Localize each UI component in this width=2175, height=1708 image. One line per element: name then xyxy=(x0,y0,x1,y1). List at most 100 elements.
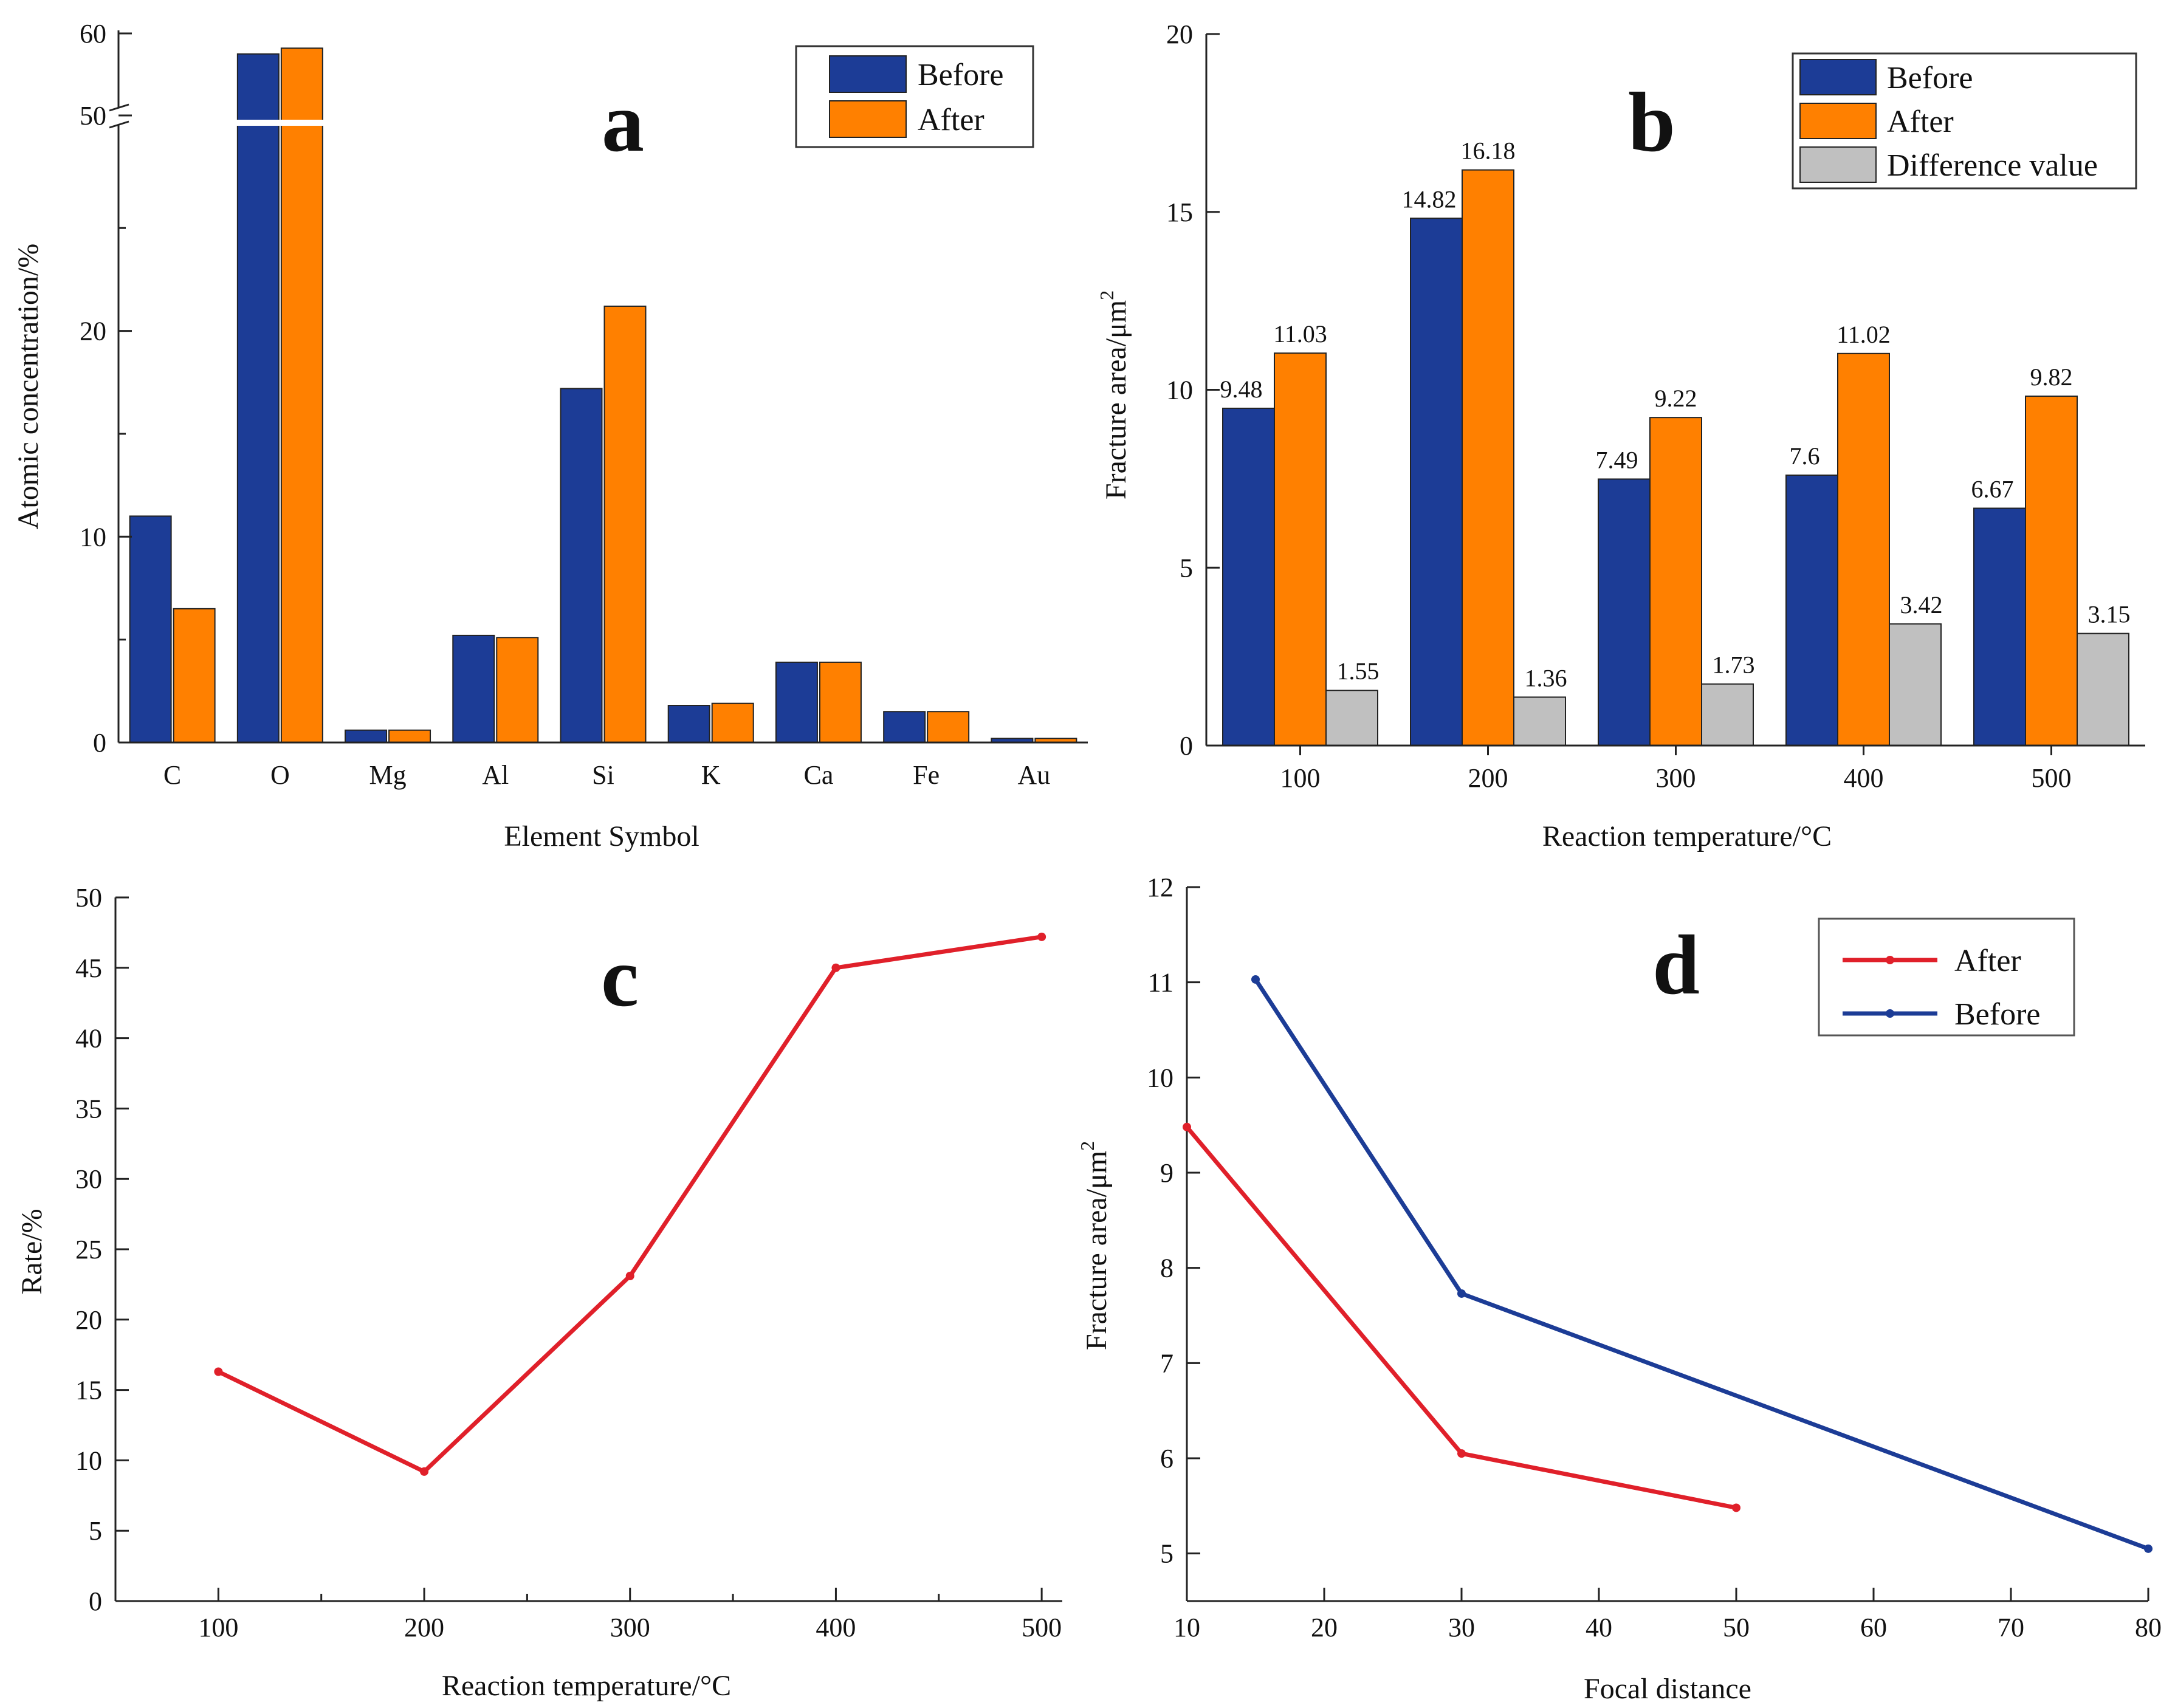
panel-a-y-tick-label: 50 xyxy=(80,101,106,131)
bar-after-si xyxy=(603,305,647,743)
panel-c-x-tick-label: 500 xyxy=(1022,1613,1062,1642)
bar-after-k xyxy=(711,702,754,743)
bar-before-300 xyxy=(1598,478,1651,746)
panel-d-y-axis-title-main: Fracture area/μm xyxy=(1081,1151,1113,1350)
panel-b-legend-label-difference: Difference value xyxy=(1887,148,2098,183)
bar-before-ca xyxy=(775,661,818,743)
panel-d-x-tick-label: 40 xyxy=(1586,1613,1612,1642)
bar-after-al xyxy=(496,637,539,743)
panel-a-legend-swatch-before xyxy=(829,55,907,93)
panel-a-x-tick-label: Al xyxy=(482,760,509,790)
panel-a-y-tick-label: 20 xyxy=(80,317,106,346)
panel-d-x-tick-label: 60 xyxy=(1860,1613,1887,1642)
point-after-10 xyxy=(1183,1122,1191,1131)
panel-c-x-tick-label: 200 xyxy=(404,1613,444,1642)
bar-difference-value-200 xyxy=(1513,696,1566,746)
panel-c-y-tick-label: 10 xyxy=(75,1446,102,1475)
point-after-30 xyxy=(1457,1449,1466,1458)
panel-b-y-tick-label: 10 xyxy=(1166,376,1193,405)
panel-a-axis-break-gap xyxy=(121,120,413,126)
panel-b-x-tick-label: 400 xyxy=(1844,763,1884,793)
value-label-difference-value-300: 1.73 xyxy=(1713,651,1755,679)
panel-b-legend-swatch-difference xyxy=(1799,146,1877,183)
panel-a-y-tick-label: 60 xyxy=(80,19,106,49)
panel-a-y-tick-label: 0 xyxy=(93,728,106,758)
panel-d-y-tick-label: 6 xyxy=(1160,1444,1173,1473)
panel-c-x-ticks: 100 200 300 400 500 xyxy=(198,1588,1062,1642)
panel-b-y-axis-title-sup: 2 xyxy=(1096,290,1118,300)
panel-b-legend-label-after: After xyxy=(1887,105,1954,139)
panel-d-x-tick-label: 20 xyxy=(1311,1613,1338,1642)
bar-after-200 xyxy=(1462,169,1514,746)
panel-d-label: d xyxy=(1652,918,1700,1012)
panel-a-x-tick-label: Ca xyxy=(803,760,833,790)
panel-b-y-tick-label: 5 xyxy=(1180,553,1193,583)
panel-b-x-tick-label: 200 xyxy=(1468,763,1508,793)
point-rate-400 xyxy=(831,963,840,972)
panel-b-legend-swatch-before xyxy=(1799,59,1877,95)
panel-b-x-ticks: 100 200 300 400 500 xyxy=(1280,746,2072,793)
panel-a-legend-label-before: Before xyxy=(918,58,1003,92)
panel-c-x-tick-label: 300 xyxy=(610,1613,650,1642)
bar-before-200 xyxy=(1410,218,1463,746)
panel-a-y-axis-title: Atomic concentration/% xyxy=(12,244,44,530)
value-label-before-300: 7.49 xyxy=(1596,446,1638,473)
line-before xyxy=(1254,978,2149,1551)
panel-d-y-tick-label: 5 xyxy=(1160,1539,1173,1569)
panel-a-axis-break-mark xyxy=(109,120,129,129)
value-label-after-200: 16.18 xyxy=(1461,137,1516,165)
bar-after-o xyxy=(280,47,323,743)
bar-difference-value-400 xyxy=(1889,623,1942,747)
panel-c-y-tick-label: 5 xyxy=(89,1516,102,1546)
panel-b-bars xyxy=(1222,169,2129,747)
bar-before-mg xyxy=(345,729,388,743)
panel-b-y-ticks: 0 5 10 15 20 xyxy=(1166,19,1220,761)
panel-a-x-tick-label: Mg xyxy=(369,760,406,790)
bar-after-500 xyxy=(2025,396,2078,746)
panel-d-legend: After Before xyxy=(1818,917,2075,1037)
bar-difference-value-500 xyxy=(2077,633,2129,746)
panel-a-x-tick-label: C xyxy=(163,760,181,790)
value-label-before-400: 7.6 xyxy=(1790,442,1820,470)
point-rate-100 xyxy=(214,1367,223,1376)
panel-b-y-axis-title-main: Fracture area/μm xyxy=(1100,300,1132,499)
point-rate-500 xyxy=(1037,932,1046,941)
bar-before-o xyxy=(236,53,280,743)
panel-b-x-tick-label: 100 xyxy=(1280,763,1321,793)
panel-c-x-tick-label: 400 xyxy=(816,1613,856,1642)
panel-a-x-tick-labels: C O Mg Al Si K Ca Fe Au xyxy=(163,760,1050,790)
bar-before-fe xyxy=(883,711,926,743)
panel-a-x-tick-label: Fe xyxy=(913,760,940,790)
panel-b-y-axis-title-text: Fracture area/μm2 xyxy=(1096,290,1132,499)
panel-c-y-tick-label: 40 xyxy=(75,1024,102,1054)
value-label-before-500: 6.67 xyxy=(1971,475,2014,502)
bar-before-400 xyxy=(1785,475,1838,747)
panel-b-label: b xyxy=(1628,75,1675,170)
panel-a-chart: 0 10 20 50 60 C O Mg Al Si K Ca Fe Au Element Symbol… xyxy=(12,19,1088,852)
panel-d-legend-marker-before xyxy=(1886,1009,1894,1018)
panel-d-y-tick-label: 9 xyxy=(1160,1158,1173,1188)
panel-c-y-tick-label: 25 xyxy=(75,1235,102,1264)
value-label-difference-value-400: 3.42 xyxy=(1900,591,1943,619)
panel-d-y-tick-label: 11 xyxy=(1148,968,1173,998)
bar-difference-value-100 xyxy=(1325,690,1378,747)
bar-before-500 xyxy=(1973,507,2026,746)
panel-a-x-tick-label: Si xyxy=(592,760,614,790)
panel-b-legend-swatch-after xyxy=(1799,103,1877,139)
panel-b-y-tick-label: 15 xyxy=(1166,197,1193,227)
value-label-difference-value-500: 3.15 xyxy=(2088,601,2131,628)
panel-d-legend-marker-after xyxy=(1886,956,1894,964)
panel-a-legend-label-after: After xyxy=(918,103,984,137)
panel-c-x-tick-label: 100 xyxy=(198,1613,238,1642)
value-label-after-500: 9.82 xyxy=(2030,363,2073,391)
panel-a-x-axis-title: Element Symbol xyxy=(504,820,699,852)
bar-before-100 xyxy=(1222,407,1275,746)
panel-d-x-ticks: 10 20 30 40 50 60 70 80 xyxy=(1173,1588,2162,1642)
panel-d-x-tick-label: 80 xyxy=(2135,1613,2162,1642)
bar-after-100 xyxy=(1274,352,1327,746)
value-label-before-200: 14.82 xyxy=(1402,185,1457,213)
panel-d-legend-label-after: After xyxy=(1954,944,2021,978)
panel-b-x-tick-label: 500 xyxy=(2032,763,2072,793)
panel-d-y-axis-title-text: Fracture area/μm2 xyxy=(1076,1141,1113,1350)
panel-c-y-tick-label: 0 xyxy=(89,1586,102,1616)
